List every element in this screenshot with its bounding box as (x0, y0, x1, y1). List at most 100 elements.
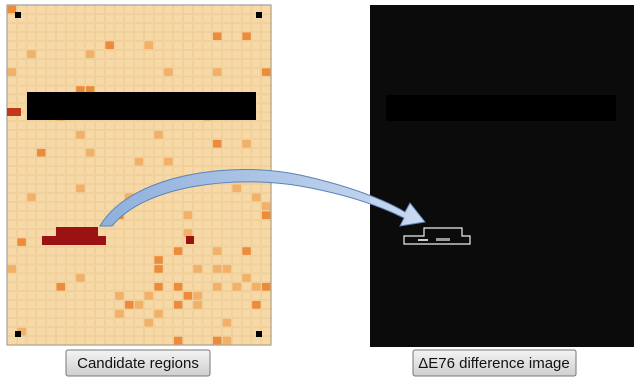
grid-cell (135, 310, 144, 318)
grid-cell (203, 337, 212, 345)
grid-cell (154, 158, 163, 166)
grid-cell (154, 14, 163, 22)
grid-cell (213, 193, 222, 201)
grid-cell (223, 158, 232, 166)
grid-cell (164, 50, 173, 58)
grid-cell (76, 140, 85, 148)
grid-cell (184, 131, 193, 139)
grid-cell (96, 202, 105, 210)
grid-cell (86, 256, 95, 264)
grid-cell (252, 283, 261, 291)
grid-cell (144, 140, 153, 148)
grid-cell (56, 319, 65, 327)
grid-cell (223, 238, 232, 246)
grid-cell (232, 149, 241, 157)
grid-cell (242, 122, 251, 130)
grid-cell (86, 167, 95, 175)
grid-cell (47, 140, 56, 148)
grid-cell (223, 122, 232, 130)
grid-cell (135, 274, 144, 282)
grid-cell (164, 337, 173, 345)
grid-cell (193, 247, 202, 255)
grid-cell (213, 292, 222, 300)
grid-cell (8, 238, 17, 246)
grid-cell (154, 274, 163, 282)
grid-cell (105, 14, 114, 22)
grid-cell (47, 68, 56, 76)
grid-cell (223, 50, 232, 58)
grid-cell (223, 6, 232, 14)
grid-cell (17, 59, 26, 67)
grid-cell (262, 247, 271, 255)
grid-cell (96, 149, 105, 157)
grid-cell (8, 274, 17, 282)
grid-cell (242, 238, 251, 246)
grid-cell (223, 265, 232, 273)
grid-cell (135, 220, 144, 228)
grid-cell (105, 319, 114, 327)
grid-cell (135, 247, 144, 255)
grid-cell (262, 220, 271, 228)
grid-cell (47, 202, 56, 210)
grid-cell (164, 328, 173, 336)
grid-cell (125, 229, 134, 237)
grid-cell (223, 337, 232, 345)
grid-cell (252, 220, 261, 228)
grid-cell (47, 256, 56, 264)
grid-cell (105, 140, 114, 148)
grid-cell (96, 247, 105, 255)
grid-cell (193, 220, 202, 228)
grid-cell (27, 310, 36, 318)
grid-cell (76, 149, 85, 157)
grid-cell (174, 283, 183, 291)
grid-cell (252, 211, 261, 219)
grid-cell (125, 14, 134, 22)
grid-cell (154, 247, 163, 255)
grid-cell (66, 122, 75, 130)
grid-cell (223, 319, 232, 327)
grid-cell (17, 256, 26, 264)
grid-cell (96, 184, 105, 192)
grid-cell (37, 122, 46, 130)
grid-cell (184, 211, 193, 219)
grid-cell (37, 167, 46, 175)
grid-cell (125, 184, 134, 192)
grid-cell (47, 310, 56, 318)
grid-cell (66, 283, 75, 291)
grid-cell (242, 140, 251, 148)
grid-cell (213, 337, 222, 345)
grid-cell (76, 292, 85, 300)
grid-cell (164, 122, 173, 130)
grid-cell (174, 202, 183, 210)
grid-cell (154, 122, 163, 130)
grid-cell (154, 220, 163, 228)
grid-cell (8, 256, 17, 264)
grid-cell (262, 238, 271, 246)
grid-cell (262, 265, 271, 273)
grid-cell (164, 131, 173, 139)
grid-cell (17, 68, 26, 76)
grid-cell (17, 310, 26, 318)
grid-cell (223, 41, 232, 49)
grid-cell (115, 50, 124, 58)
grid-cell (193, 229, 202, 237)
grid-cell (76, 283, 85, 291)
grid-cell (76, 176, 85, 184)
grid-cell (164, 238, 173, 246)
grid-cell (184, 310, 193, 318)
grid-cell (56, 59, 65, 67)
grid-cell (76, 301, 85, 309)
grid-cell (8, 193, 17, 201)
grid-cell (184, 167, 193, 175)
grid-cell (184, 14, 193, 22)
grid-cell (115, 41, 124, 49)
grid-cell (154, 337, 163, 345)
grid-cell (203, 256, 212, 264)
grid-cell (47, 14, 56, 22)
grid-cell (135, 292, 144, 300)
grid-cell (86, 328, 95, 336)
grid-cell (96, 283, 105, 291)
grid-cell (96, 211, 105, 219)
grid-cell (144, 14, 153, 22)
grid-cell (262, 158, 271, 166)
